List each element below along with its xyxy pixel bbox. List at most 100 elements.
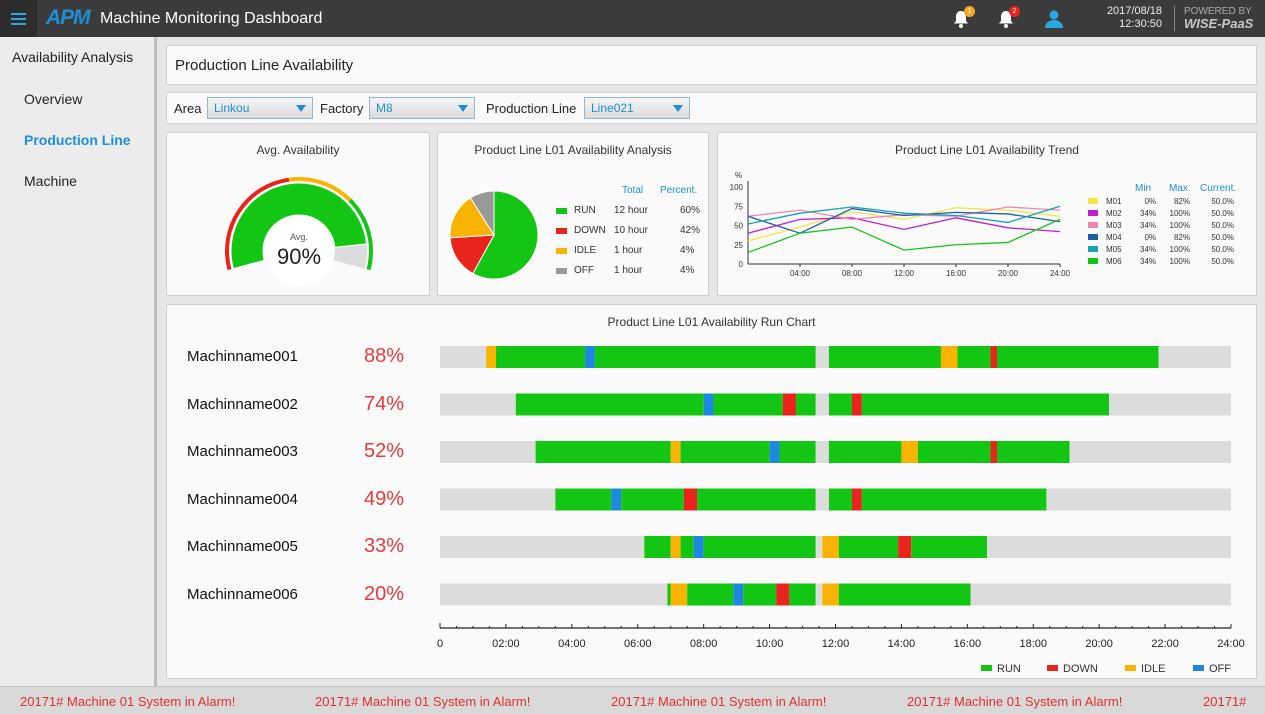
run-segment-run (703, 536, 816, 558)
run-segment-run (838, 583, 971, 606)
gauge-title: Avg. Availability (256, 143, 340, 157)
trend-col-min: Min (1135, 183, 1152, 194)
run-segment-gray (1069, 441, 1231, 463)
run-segment-run (779, 441, 816, 463)
run-segment-idle (822, 536, 839, 558)
pie-col-percent: Percent. (660, 185, 698, 196)
run-segment-run (555, 488, 612, 511)
chevron-down-icon (673, 105, 683, 112)
run-segment-idle (901, 441, 918, 463)
run-segment-gray (815, 441, 829, 463)
trend-legend-max: 82% (1173, 233, 1190, 242)
run-segment-idle (670, 536, 681, 558)
legend-label: RUN (574, 205, 596, 216)
run-segment-run (743, 583, 777, 606)
legend-percent: 60% (680, 205, 701, 216)
sidebar-item-production-line[interactable]: Production Line (24, 132, 131, 148)
trend-legend-min: 34% (1140, 221, 1157, 230)
run-segment-down (990, 346, 997, 368)
run-segment-run (828, 393, 852, 416)
run-segment-idle (670, 583, 688, 606)
page-title-panel: Production Line Availability (166, 45, 1257, 85)
machine-name: Machinname001 (187, 348, 298, 365)
run-segment-run (644, 536, 671, 558)
alarm-badge: 1 (964, 6, 975, 17)
gauge-center (264, 216, 334, 286)
production-line-select[interactable]: Line021 (584, 97, 690, 119)
topbar-divider (1174, 6, 1175, 31)
alarm-message[interactable]: 20171# (1203, 694, 1247, 709)
hamburger-menu-icon[interactable] (0, 0, 37, 37)
availability-analysis-panel: Product Line L01 Availability Analysis T… (437, 132, 709, 296)
run-segment-idle (486, 346, 497, 368)
alarm-message[interactable]: 20171# Machine 01 System in Alarm! (611, 694, 827, 709)
user-icon[interactable] (1043, 8, 1065, 30)
trend-legend-max: 100% (1169, 221, 1190, 230)
run-segment-gray (815, 536, 823, 558)
run-x-tick-label: 04:00 (558, 638, 586, 650)
run-segment-gray (815, 346, 829, 368)
alarm-message[interactable]: 20171# Machine 01 System in Alarm! (315, 694, 531, 709)
run-segment-run (594, 346, 816, 368)
run-x-tick-label: 20:00 (1085, 638, 1113, 650)
trend-legend-swatch-m01 (1088, 198, 1098, 204)
trend-y-tick: 50 (734, 222, 743, 231)
trend-legend-swatch-m05 (1088, 246, 1098, 252)
trend-x-tick: 12:00 (894, 269, 915, 278)
gauge-value-arc (230, 182, 368, 270)
run-chart-title: Product Line L01 Availability Run Chart (607, 315, 816, 329)
pie-slice-off (469, 190, 495, 237)
machine-availability: 33% (364, 535, 405, 557)
alarm-message[interactable]: 20171# Machine 01 System in Alarm! (20, 694, 236, 709)
pie-slice-down (449, 234, 495, 275)
trend-title: Product Line L01 Availability Trend (895, 143, 1079, 157)
run-segment-down (683, 488, 698, 511)
run-x-tick-label: 24:00 (1217, 638, 1245, 650)
page-title: Production Line Availability (175, 57, 354, 74)
run-segment-gray (1046, 488, 1231, 511)
machine-name: Machinname004 (187, 490, 298, 508)
sidebar-item-machine[interactable]: Machine (24, 173, 77, 189)
current-time: 12:30:50 (1119, 18, 1162, 30)
run-segment-run (795, 393, 816, 416)
run-x-tick-label: 08:00 (690, 638, 718, 650)
avg-availability-panel: Avg. Availability Avg. 90% (166, 132, 430, 296)
run-segment-run (828, 488, 852, 511)
run-segment-run (861, 393, 1110, 416)
run-segment-run (828, 441, 902, 463)
area-select[interactable]: Linkou (207, 97, 313, 119)
run-segment-down (898, 536, 912, 558)
pie-slice-idle (449, 197, 495, 239)
run-segment-gray (1109, 393, 1231, 416)
trend-legend-swatch-m04 (1088, 234, 1098, 240)
machine-name: Machinname005 (187, 538, 298, 555)
area-label: Area (174, 101, 202, 116)
legend-swatch-off (556, 268, 567, 274)
alarm-message[interactable]: 20171# Machine 01 System in Alarm! (907, 694, 1123, 709)
alarm-bell-icon[interactable]: 1 (950, 6, 975, 30)
trend-legend-current: 50.0% (1211, 245, 1234, 254)
run-segment-down (851, 393, 862, 416)
trend-legend-max: 100% (1169, 245, 1190, 254)
trend-line-m01 (747, 207, 1061, 242)
machine-availability: 88% (364, 345, 405, 367)
factory-value: M8 (376, 101, 393, 115)
notification-bell-icon[interactable]: 2 (995, 6, 1020, 30)
sidebar-item-overview[interactable]: Overview (24, 91, 83, 107)
run-segment-down (782, 393, 796, 416)
run-segment-gray (815, 393, 829, 416)
run-segment-run (861, 488, 1047, 511)
chevron-down-icon (296, 105, 306, 112)
run-x-tick-label: 16:00 (954, 638, 982, 650)
trend-x-tick: 24:00 (1050, 269, 1071, 278)
run-segment-idle (822, 583, 839, 606)
legend-total: 1 hour (614, 245, 643, 256)
run-chart-panel: Product Line L01 Availability Run Chart … (166, 304, 1257, 679)
chevron-down-icon (458, 105, 468, 112)
legend-label: OFF (574, 265, 594, 276)
trend-x-tick: 20:00 (998, 269, 1019, 278)
trend-legend-swatch-m02 (1088, 210, 1098, 216)
production-line-label: Production Line (486, 101, 577, 116)
trend-legend-min: 0% (1144, 197, 1156, 206)
factory-select[interactable]: M8 (369, 97, 475, 119)
